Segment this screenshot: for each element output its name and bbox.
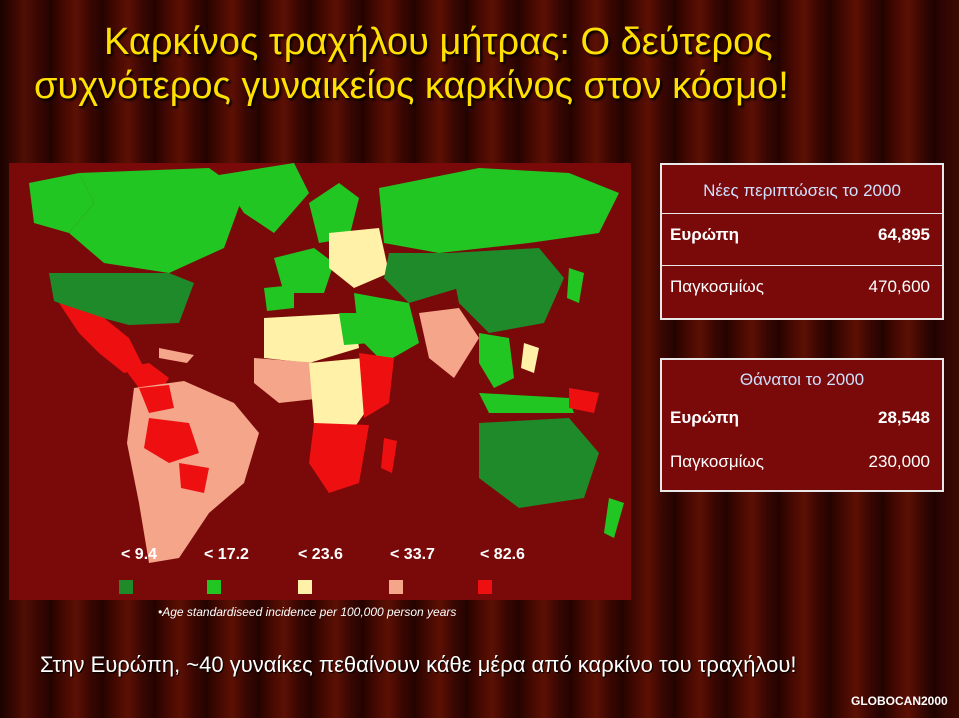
legend-label-2: < 17.2 [204,546,249,563]
bottom-statement: Στην Ευρώπη, ~40 γυναίκες πεθαίνουν κάθε… [40,652,797,677]
new-cases-world-value: 470,600 [868,277,930,296]
region-philippines [521,343,539,373]
title-line-2: συχνότερος γυναικείος καρκίνος στον κόσμ… [34,65,789,107]
region-bolivia [144,418,199,463]
region-paraguay [179,463,209,493]
new-cases-europe-value: 64,895 [878,225,930,244]
region-canada [69,168,244,273]
region-india [419,308,479,378]
deaths-europe-value: 28,548 [878,408,930,427]
new-cases-world-row: Παγκοσμίως 470,600 [662,265,942,317]
new-cases-world-label: Παγκοσμίως [670,277,764,296]
region-southern-africa [309,423,369,493]
region-eastern-europe [329,228,389,288]
deaths-world-value: 230,000 [868,452,930,471]
legend-label-1: < 9.4 [121,546,158,563]
legend-swatch-1 [119,580,133,594]
region-japan [567,268,584,303]
legend-swatch-5 [478,580,492,594]
legend-label-4: < 33.7 [390,546,435,563]
region-alaska [29,173,94,233]
title-line-1: Καρκίνος τραχήλου μήτρας: Ο δεύτερος [104,21,773,63]
legend-swatch-2 [207,580,221,594]
region-scandinavia [309,183,359,243]
deaths-header: Θάνατοι το 2000 [739,370,865,389]
region-china [449,248,564,333]
deaths-box: Θάνατοι το 2000 Ευρώπη 28,548 Παγκοσμίως… [660,358,944,492]
region-middle-east [354,293,419,363]
legend-labels: < 9.4 < 17.2 < 23.6 < 33.7 < 82.6 [121,546,581,570]
region-central-asia [384,253,459,303]
region-southeast-asia [479,333,514,388]
deaths-world-label: Παγκοσμίως [670,452,764,471]
deaths-world-row: Παγκοσμίως 230,000 [662,442,942,488]
source-label: GLOBOCAN2000 [851,694,948,708]
region-egypt [339,313,371,345]
world-map-panel [9,163,631,600]
region-papua [569,388,599,413]
legend-label-3: < 23.6 [298,546,343,563]
region-indonesia [479,393,574,413]
region-mexico [59,303,144,373]
legend-label-5: < 82.6 [480,546,525,563]
new-cases-europe-row: Ευρώπη 64,895 [662,213,942,266]
deaths-europe-label: Ευρώπη [670,408,740,427]
region-new-zealand [604,498,624,538]
region-west-africa [254,358,324,403]
map-caption: •Age standardiseed incidence per 100,000… [158,605,457,619]
region-greenland [219,163,309,233]
slide-title: Καρκίνος τραχήλου μήτρας: Ο δεύτερος συχ… [34,20,934,108]
new-cases-europe-label: Ευρώπη [670,225,740,244]
region-western-europe [274,248,334,293]
legend-swatch-3 [298,580,312,594]
region-russia [379,168,619,253]
region-north-africa [264,313,359,363]
new-cases-header: Νέες περιπτώσεις το 2000 [703,181,901,200]
region-caribbean [159,348,194,363]
region-iberia [264,285,294,311]
legend-swatch-4 [389,580,403,594]
new-cases-box: Νέες περιπτώσεις το 2000 Ευρώπη 64,895 Π… [660,163,944,320]
region-east-africa [359,353,394,418]
deaths-europe-row: Ευρώπη 28,548 [662,398,942,442]
world-map [29,163,624,563]
region-madagascar [381,438,397,473]
region-colombia [139,385,174,413]
region-australia [479,418,599,508]
